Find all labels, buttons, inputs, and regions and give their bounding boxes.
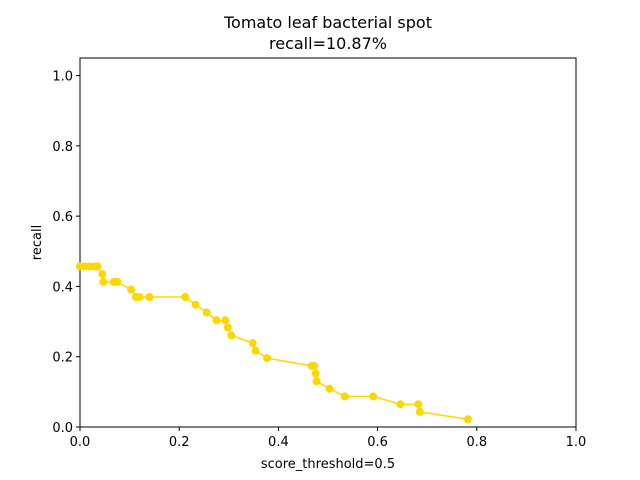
data-point <box>145 293 154 301</box>
data-point <box>325 384 334 393</box>
data-point <box>340 392 349 401</box>
data-point <box>312 377 321 386</box>
data-point <box>99 277 108 286</box>
data-point <box>212 316 221 325</box>
chart-subtitle: recall=10.87% <box>269 34 387 53</box>
x-tick-label: 0.4 <box>268 435 289 450</box>
y-axis-label: recall <box>30 225 45 260</box>
y-axis-ticks: 0.0 0.2 0.4 0.6 0.8 1.0 <box>52 70 80 436</box>
x-tick-label: 0.2 <box>169 435 190 450</box>
x-axis-ticks: 0.0 0.2 0.4 0.6 0.8 1.0 <box>70 427 587 450</box>
plot-frame <box>79 57 577 428</box>
data-point <box>311 369 320 378</box>
x-tick-label: 1.0 <box>566 435 587 450</box>
recall-points <box>76 262 472 424</box>
data-point <box>463 415 472 424</box>
data-point <box>135 293 144 301</box>
data-point <box>191 300 200 309</box>
data-point <box>202 308 211 317</box>
y-tick-label: 1.0 <box>52 70 73 85</box>
data-point <box>414 400 423 409</box>
data-point <box>181 293 190 301</box>
recall-line <box>80 265 469 421</box>
y-tick-label: 0.0 <box>52 421 73 436</box>
data-point <box>310 361 319 370</box>
y-tick-label: 0.8 <box>52 140 73 155</box>
y-tick-label: 0.4 <box>52 280 73 295</box>
data-point <box>251 346 260 355</box>
y-tick-label: 0.2 <box>52 351 73 366</box>
data-point <box>415 407 424 416</box>
data-point <box>93 262 102 271</box>
x-tick-label: 0.0 <box>70 435 91 450</box>
data-point <box>221 316 230 325</box>
data-point <box>263 354 271 363</box>
y-tick-label: 0.6 <box>52 210 73 225</box>
data-point <box>369 392 378 401</box>
data-point <box>113 277 122 286</box>
data-point <box>127 285 136 294</box>
x-tick-label: 0.8 <box>466 435 487 450</box>
data-point <box>227 331 236 340</box>
data-point <box>98 270 107 279</box>
x-axis-label: score_threshold=0.5 <box>261 457 395 472</box>
x-tick-label: 0.6 <box>367 435 388 450</box>
data-point <box>223 323 232 332</box>
data-point <box>396 400 405 409</box>
chart-title: Tomato leaf bacterial spot <box>223 13 432 32</box>
data-point <box>248 339 257 347</box>
